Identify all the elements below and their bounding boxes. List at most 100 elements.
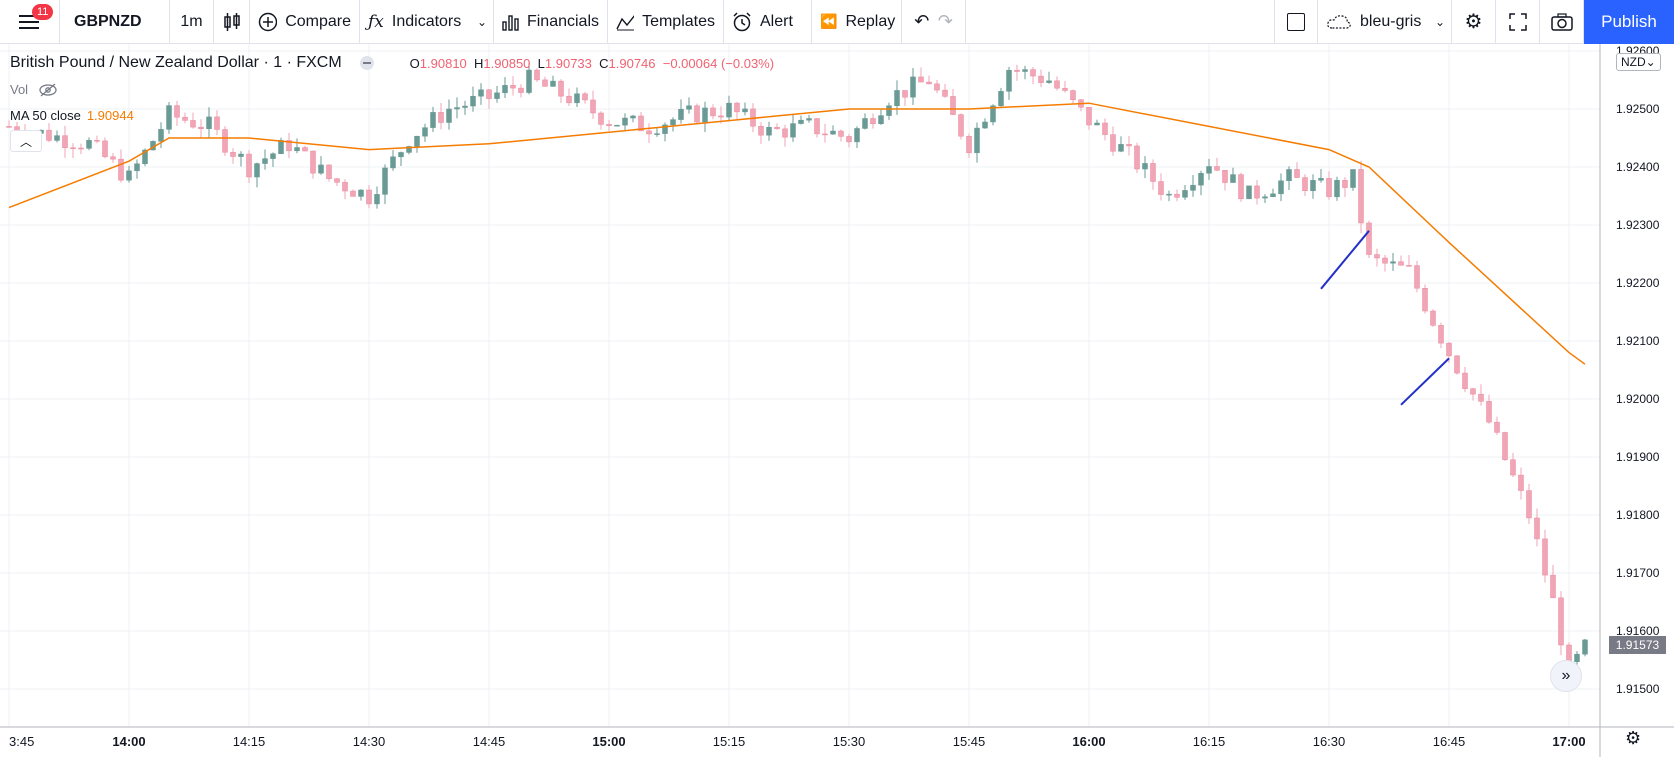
candle-body	[1142, 163, 1148, 170]
ma-legend[interactable]: MA 50 close 1.90944	[10, 108, 134, 123]
volume-legend[interactable]: Vol	[10, 82, 58, 97]
candle-body	[646, 130, 652, 135]
rewind-icon: ⏪	[820, 13, 838, 29]
candle-body	[1302, 177, 1308, 192]
templates-button[interactable]: Templates	[608, 0, 724, 44]
candle-body	[1150, 163, 1156, 182]
candle-body	[182, 116, 188, 121]
candle-body	[510, 85, 516, 89]
redo-icon[interactable]: ↷	[937, 11, 953, 31]
candle-body	[918, 76, 924, 83]
candle-body	[1070, 90, 1076, 100]
indicators-button[interactable]: ƒx Indicators ⌄	[360, 0, 494, 44]
candle-body	[406, 146, 412, 153]
low-value: 1.90733	[544, 55, 592, 71]
candle-body	[846, 136, 852, 143]
indicators-label: Indicators	[391, 12, 462, 30]
candle-body	[62, 135, 68, 148]
candle-body	[446, 108, 452, 123]
candle-body	[94, 140, 100, 142]
candle-body	[166, 105, 172, 130]
plus-circle-icon	[258, 12, 278, 31]
x-tick-label: 15:00	[592, 734, 625, 749]
axis-settings-gear-icon[interactable]: ⚙	[1625, 728, 1642, 748]
replay-button[interactable]: ⏪ Replay	[812, 0, 902, 44]
x-tick-label: 14:15	[233, 734, 266, 749]
candle-body	[1214, 166, 1220, 171]
undo-icon[interactable]: ↶	[914, 11, 930, 31]
symbol-search-button[interactable]: GBPNZD	[60, 0, 170, 44]
compare-button[interactable]: Compare	[250, 0, 360, 44]
chart-type-button[interactable]	[214, 0, 250, 44]
candle-body	[1446, 342, 1452, 357]
candle-body	[758, 126, 764, 136]
candle-body	[1206, 166, 1212, 174]
candle-body	[1286, 169, 1292, 182]
layout-name-button[interactable]: bleu-gris ⌄	[1318, 0, 1452, 44]
minus-circle-icon[interactable]	[359, 56, 374, 70]
candle-body	[142, 149, 148, 164]
candle-body	[1486, 401, 1492, 423]
candle-body	[326, 164, 332, 179]
candle-body	[542, 79, 548, 87]
candle-body	[238, 153, 244, 157]
candles-icon	[223, 12, 240, 31]
currency-button[interactable]: NZD⌄	[1616, 53, 1661, 71]
eye-off-icon[interactable]	[38, 83, 58, 97]
candle-body	[502, 85, 508, 94]
x-tick-label: 15:45	[953, 734, 986, 749]
financials-button[interactable]: Financials	[494, 0, 608, 44]
compare-label: Compare	[285, 12, 351, 30]
fullscreen-button[interactable]	[1496, 0, 1540, 44]
candle-body	[158, 129, 164, 142]
candle-body	[1366, 222, 1372, 255]
change-value: −0.00064 (−0.03%)	[662, 55, 775, 71]
candle-body	[1398, 261, 1404, 266]
candle-body	[526, 69, 532, 93]
candle-body	[982, 121, 988, 129]
collapse-legend-button[interactable]: ︿	[10, 130, 42, 152]
candle-body	[462, 105, 468, 108]
menu-button[interactable]: 11	[0, 0, 60, 44]
candle-body	[902, 90, 908, 98]
candle-body	[422, 127, 428, 137]
candle-body	[1262, 196, 1268, 199]
layout-select-button[interactable]	[1274, 0, 1318, 44]
candle-body	[1294, 169, 1300, 178]
settings-button[interactable]: ⚙	[1452, 0, 1496, 44]
publish-button[interactable]: Publish	[1584, 0, 1674, 44]
candle-body	[1390, 261, 1396, 264]
alert-button[interactable]: Alert	[724, 0, 812, 44]
trend-line-drawing	[1320, 230, 1370, 290]
candle-body	[294, 147, 300, 152]
y-tick-label: 1.92100	[1616, 334, 1660, 348]
candle-body	[806, 118, 812, 121]
candle-body	[1438, 325, 1444, 344]
candle-body	[86, 140, 92, 149]
candle-body	[702, 107, 708, 123]
ma-50-line	[8, 102, 1586, 365]
scroll-to-realtime-button[interactable]: »	[1550, 660, 1582, 692]
replay-label: Replay	[845, 12, 896, 30]
candle-body	[1358, 169, 1364, 224]
symbol-title[interactable]: British Pound / New Zealand Dollar · 1 ·…	[10, 54, 342, 71]
top-toolbar: 11 GBPNZD 1m Compare ƒx Indicators ⌄ Fin…	[0, 0, 1674, 44]
candle-body	[1022, 69, 1028, 72]
interval-button[interactable]: 1m	[170, 0, 214, 44]
fx-icon: ƒx	[368, 11, 384, 32]
candle-body	[1270, 193, 1276, 198]
candle-body	[1510, 459, 1516, 476]
price-chart[interactable]: 1.926001.925001.924001.923001.922001.921…	[0, 44, 1674, 757]
snapshot-button[interactable]	[1540, 0, 1584, 44]
candle-body	[366, 189, 372, 205]
candle-body	[742, 108, 748, 113]
candle-body	[1534, 517, 1540, 540]
candle-body	[1502, 432, 1508, 460]
candle-body	[998, 91, 1004, 107]
y-tick-label: 1.91900	[1616, 450, 1660, 464]
camera-icon	[1550, 12, 1573, 31]
candle-body	[694, 105, 700, 123]
candle-body	[438, 112, 444, 123]
candle-body	[134, 163, 140, 172]
candle-body	[1230, 174, 1236, 183]
